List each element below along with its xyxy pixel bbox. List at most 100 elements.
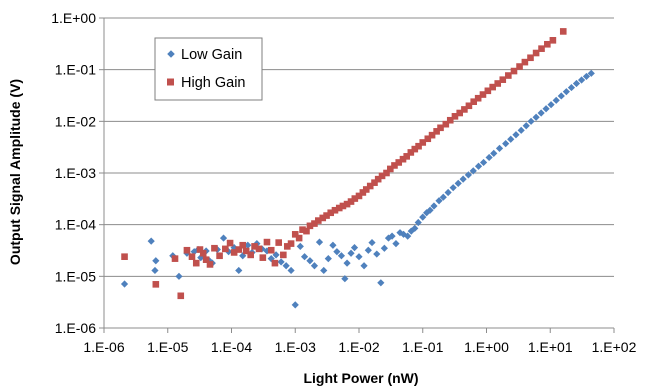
data-point (347, 249, 355, 257)
data-point (263, 238, 271, 246)
data-point (435, 197, 443, 205)
data-point (216, 252, 223, 260)
data-point (259, 254, 267, 261)
data-point (192, 259, 200, 267)
data-point (582, 72, 591, 81)
data-point (388, 232, 396, 240)
data-point (230, 249, 238, 256)
x-tick-label: 1.E+00 (464, 339, 509, 355)
data-point (177, 292, 185, 300)
data-point (197, 254, 205, 262)
data-point (527, 117, 535, 125)
data-point (331, 206, 339, 214)
data-point (384, 234, 393, 242)
x-tick-label: 1.E-03 (275, 339, 316, 355)
data-points (120, 28, 595, 309)
y-tick-label: 1.E-06 (55, 320, 96, 336)
data-point (373, 250, 381, 258)
data-point (251, 243, 258, 250)
data-point (255, 245, 263, 253)
data-point (426, 206, 434, 214)
data-point (502, 140, 510, 148)
data-point (291, 301, 299, 309)
x-tick-label: 1.E-02 (338, 339, 379, 355)
data-point (333, 248, 341, 256)
y-tick-label: 1.E-04 (55, 217, 96, 233)
data-point (544, 40, 551, 48)
data-point (485, 153, 493, 162)
data-point (235, 266, 243, 275)
data-point (517, 126, 525, 134)
data-point (282, 262, 290, 270)
legend-marker-low-gain (167, 50, 175, 58)
data-point (287, 266, 295, 275)
data-point (547, 101, 555, 109)
data-point (280, 251, 287, 259)
data-point (211, 244, 218, 252)
series-low-gain (120, 69, 595, 309)
data-point (327, 209, 335, 217)
data-point (339, 202, 347, 210)
y-tick-label: 1.E+00 (51, 10, 96, 26)
data-point (577, 76, 586, 84)
data-point (399, 230, 408, 238)
legend: Low Gain High Gain (154, 37, 263, 101)
legend-box (154, 37, 263, 101)
data-point (362, 186, 370, 193)
data-point (303, 227, 310, 235)
data-point (552, 96, 560, 104)
data-point (183, 246, 191, 254)
data-point (219, 234, 228, 242)
data-point (454, 179, 462, 187)
data-point (355, 253, 363, 261)
data-point (222, 245, 229, 253)
data-point (527, 54, 534, 62)
data-point (380, 244, 388, 252)
y-tick-labels: 1.E+00 1.E-01 1.E-02 1.E-03 1.E-04 1.E-05 1.E-… (51, 10, 96, 336)
data-point (300, 253, 309, 261)
data-point (439, 193, 447, 201)
data-point (366, 182, 374, 190)
data-point (395, 159, 403, 166)
data-point (489, 83, 496, 91)
data-point (499, 76, 507, 83)
data-point (423, 209, 431, 217)
data-point (296, 242, 304, 250)
data-point (538, 45, 545, 52)
data-point (442, 120, 450, 128)
y-tick-label: 1.E-02 (55, 113, 96, 129)
data-point (387, 165, 394, 173)
plot-axes (99, 17, 615, 333)
data-point (275, 239, 282, 246)
data-point (364, 246, 372, 254)
y-tick-label: 1.E-05 (55, 268, 96, 284)
data-point (235, 246, 243, 253)
data-point (295, 234, 303, 242)
data-point (199, 249, 207, 257)
data-point (320, 266, 328, 275)
data-point (391, 162, 398, 169)
data-point (171, 255, 179, 262)
data-point (315, 238, 324, 246)
data-point (360, 262, 368, 270)
data-point (512, 131, 520, 139)
data-point (121, 253, 128, 260)
data-point (310, 262, 319, 270)
data-point (537, 109, 545, 117)
data-point (470, 98, 478, 105)
data-point (404, 232, 412, 240)
x-tick-label: 1.E+01 (528, 339, 573, 355)
data-point (494, 80, 502, 87)
data-point (532, 49, 540, 57)
data-point (392, 240, 400, 248)
data-point (495, 144, 504, 152)
data-point (329, 241, 337, 249)
data-point (378, 172, 386, 180)
x-tick-label: 1.E-01 (402, 339, 443, 355)
data-point (415, 142, 422, 150)
y-tick-label: 1.E-03 (55, 165, 96, 181)
data-point (459, 175, 467, 183)
data-point (444, 188, 452, 197)
data-point (549, 37, 557, 44)
